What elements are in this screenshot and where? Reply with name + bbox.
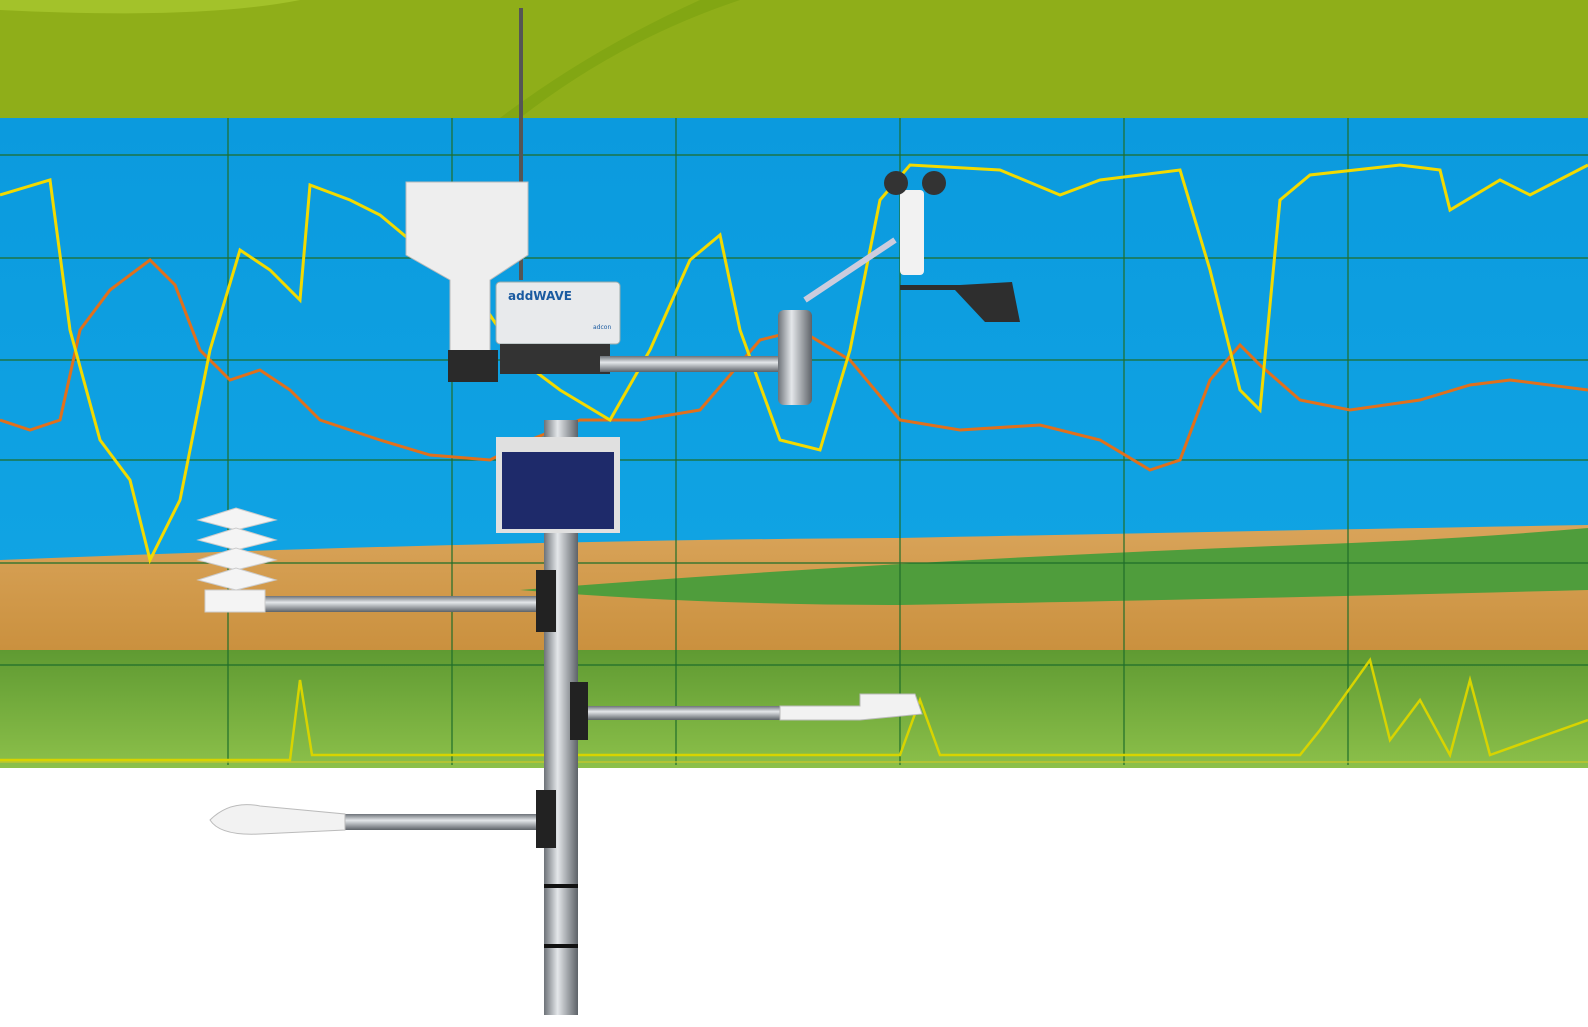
- clamp: [536, 570, 556, 632]
- product-name: addWAVE: [508, 289, 572, 303]
- connectors: [500, 344, 610, 374]
- clamp: [536, 790, 556, 848]
- brand-name: adcon: [593, 324, 611, 331]
- band-curve: [500, 0, 740, 118]
- clamp: [570, 682, 588, 740]
- wind-vane: [900, 282, 1020, 322]
- solar-panel: [502, 452, 614, 529]
- pole-bands: [544, 884, 578, 948]
- yellow-curve: [0, 163, 1588, 565]
- top-band: [0, 0, 1588, 118]
- orange-curve: [0, 258, 1588, 472]
- cup: [922, 171, 946, 195]
- bracket: [448, 350, 498, 382]
- arm: [578, 706, 788, 720]
- arm: [600, 356, 800, 372]
- band-curve: [0, 0, 300, 14]
- cup: [884, 171, 908, 195]
- sensor-mount: [778, 310, 812, 405]
- radiation-shield: [196, 507, 278, 613]
- low-curve: [0, 657, 1588, 762]
- anemometer: [900, 190, 924, 275]
- arm: [250, 596, 545, 612]
- sensor: [209, 804, 346, 835]
- green-strip: [520, 528, 1588, 605]
- anemometer-arm: [803, 237, 897, 303]
- pyranometer: [779, 693, 923, 721]
- arm: [340, 814, 540, 830]
